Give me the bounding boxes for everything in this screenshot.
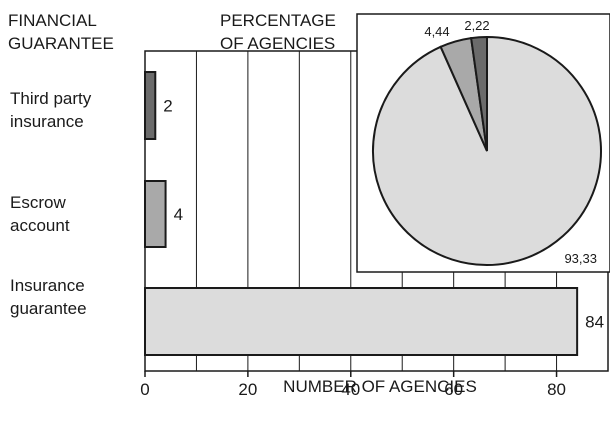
pie-label-1: 4,44 xyxy=(424,24,449,39)
category-labels: Third party insurance Escrow account Insuran… xyxy=(10,89,92,318)
category-label-0-1: insurance xyxy=(10,112,84,131)
category-label-1-0: Escrow xyxy=(10,193,66,212)
x-tick-label-0: 0 xyxy=(140,380,149,399)
x-tick-label-40: 40 xyxy=(341,380,360,399)
x-tick-label-60: 60 xyxy=(444,380,463,399)
bar-series xyxy=(144,71,579,356)
bar-0 xyxy=(144,71,157,140)
pie-labels: 93,33 4,44 2,22 xyxy=(424,18,597,266)
bar-value-label-1: 4 xyxy=(174,205,183,224)
bar-value-label-0: 2 xyxy=(163,97,172,116)
pie-slice-2 xyxy=(470,35,488,152)
x-axis-ticks: 0 20 40 60 80 xyxy=(140,371,566,399)
pie-title-line-1: PERCENTAGE xyxy=(220,11,336,30)
x-axis-title: NUMBER OF AGENCIES xyxy=(283,377,477,396)
category-label-1-1: account xyxy=(10,216,70,235)
pie-label-2: 2,22 xyxy=(464,18,489,33)
x-tick-label-80: 80 xyxy=(547,380,566,399)
category-label-2-0: Insurance xyxy=(10,276,85,295)
pie-chart xyxy=(372,35,602,266)
pie-title-line-2: OF AGENCIES xyxy=(220,34,335,53)
bar-value-label-2: 84 xyxy=(585,313,604,332)
category-header-line-1: FINANCIAL xyxy=(8,11,97,30)
bar-value-labels: 2 4 84 xyxy=(163,97,604,332)
bar-2 xyxy=(144,287,579,356)
pie-label-0: 93,33 xyxy=(564,251,597,266)
x-tick-label-20: 20 xyxy=(238,380,257,399)
category-label-2-1: guarantee xyxy=(10,299,87,318)
category-label-0-0: Third party xyxy=(10,89,92,108)
category-header-line-2: GUARANTEE xyxy=(8,34,114,53)
bar-1 xyxy=(144,180,167,248)
